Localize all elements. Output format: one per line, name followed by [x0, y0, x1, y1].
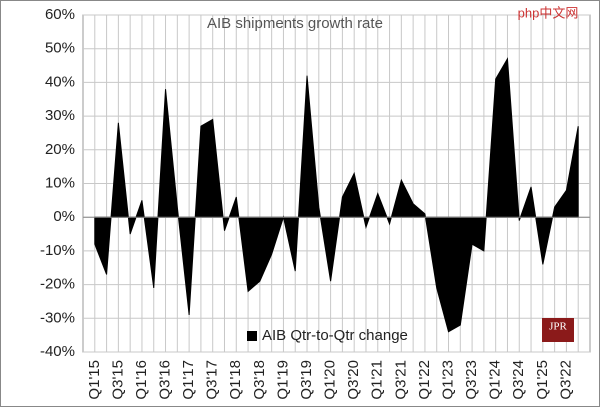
x-tick-label: Q3'23 — [463, 360, 480, 400]
legend-swatch — [247, 331, 257, 341]
x-tick-label: Q1'25 — [534, 360, 551, 400]
x-tick-label: Q1'15 — [86, 360, 103, 400]
x-tick-label: Q3'20 — [345, 360, 362, 400]
watermark: php中文网 — [518, 5, 579, 20]
x-tick-label: Q1'21 — [369, 360, 386, 400]
x-tick-label: Q1'23 — [439, 360, 456, 400]
logo: JPR — [549, 321, 567, 333]
x-tick-label: Q1'16 — [133, 360, 150, 400]
x-tick-label: Q3'19 — [298, 360, 315, 400]
x-tick-label: Q3'21 — [392, 360, 409, 400]
x-tick-label: Q1'18 — [227, 360, 244, 400]
x-tick-label: Q3'16 — [157, 360, 174, 400]
x-tick-label: Q3'17 — [204, 360, 221, 400]
x-tick-label: Q1'17 — [180, 360, 197, 400]
x-tick-label: Q3'22 — [557, 360, 574, 400]
y-tick-label: 30% — [45, 107, 75, 124]
x-tick-label: Q1'22 — [416, 360, 433, 400]
y-tick-label: 60% — [45, 6, 75, 23]
x-tick-label: Q3'24 — [510, 360, 527, 400]
y-tick-label: -20% — [40, 276, 75, 293]
y-tick-label: -10% — [40, 242, 75, 259]
logo-box — [542, 318, 574, 342]
x-tick-label: Q1'20 — [322, 360, 339, 400]
legend-label: AIB Qtr-to-Qtr change — [262, 327, 408, 344]
y-tick-label: 50% — [45, 40, 75, 57]
y-tick-label: -40% — [40, 343, 75, 360]
y-tick-label: -30% — [40, 309, 75, 326]
y-tick-label: 10% — [45, 174, 75, 191]
x-tick-label: Q1'19 — [274, 360, 291, 400]
y-tick-label: 20% — [45, 141, 75, 158]
y-tick-label: 0% — [53, 208, 75, 225]
x-tick-label: Q3'18 — [251, 360, 268, 400]
x-tick-label: Q3'15 — [109, 360, 126, 400]
chart-title: AIB shipments growth rate — [207, 15, 383, 32]
x-tick-label: Q1'24 — [487, 360, 504, 400]
area — [94, 57, 579, 333]
y-tick-label: 40% — [45, 73, 75, 90]
